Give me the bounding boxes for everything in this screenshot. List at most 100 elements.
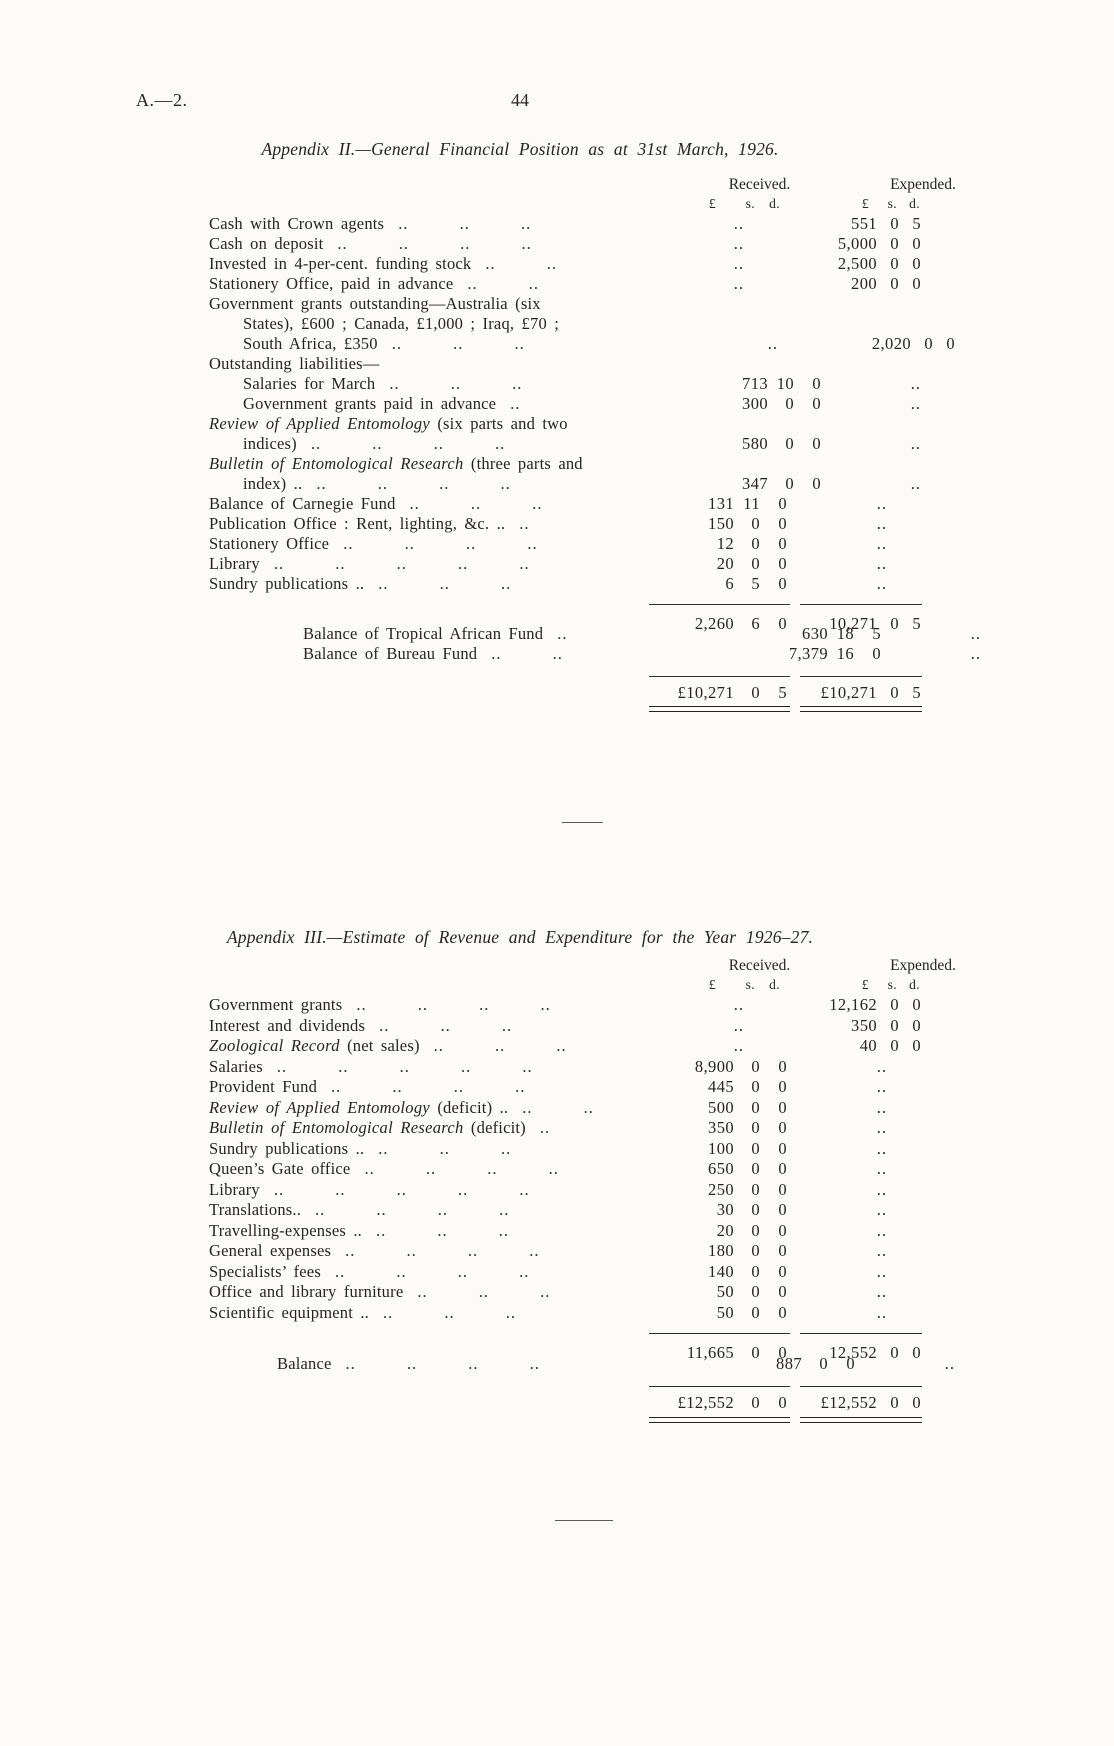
pounds-value: 12,552: [829, 1343, 877, 1362]
expended-column-header: Expended.: [890, 176, 956, 193]
row-label: Government grants paid in advance..: [243, 394, 521, 413]
pounds-value: ..: [800, 1241, 886, 1261]
pence-value: [762, 234, 790, 254]
shillings-value: 0: [751, 1138, 760, 1158]
received-column-header: Received.: [728, 957, 791, 974]
pence-value: 5: [778, 683, 787, 702]
received-amount: 8,900 0 0: [649, 1057, 790, 1077]
leader-dots: .. .. .. ..: [316, 474, 511, 493]
pence-value: 0: [778, 534, 787, 553]
empty-amount-dots: ..: [733, 274, 744, 293]
leader-dots: ..: [519, 514, 530, 533]
empty-amount-dots: ..: [876, 1179, 887, 1199]
empty-amount-dots: ..: [944, 1353, 955, 1373]
pounds-value: 8,900: [694, 1056, 734, 1076]
pence-value: 5: [872, 624, 881, 643]
received-amount: £10,271 0 5: [649, 676, 790, 703]
pounds-value: ..: [800, 1077, 886, 1097]
leader-dots: .. .. .. ..: [364, 1159, 559, 1178]
leader-dots: ..: [510, 394, 521, 413]
row-label: Balance of Tropical African Fund..: [303, 624, 568, 643]
received-amount: 350 0 0: [649, 1118, 790, 1138]
expended-amount: ..: [800, 1139, 922, 1159]
pounds-value: ..: [834, 474, 920, 494]
shillings-value: 0: [751, 683, 760, 702]
received-amount: 50 0 0: [649, 1282, 790, 1302]
expended-amount: ..: [894, 624, 1016, 644]
received-amount: ..: [649, 254, 790, 274]
pounds-value: ..: [800, 554, 886, 574]
pence-value: [900, 1180, 922, 1200]
pence-value: [900, 574, 922, 594]
empty-amount-dots: ..: [733, 1015, 744, 1035]
empty-amount-dots: ..: [876, 1282, 887, 1301]
leader-dots: .. .. ..: [391, 334, 525, 353]
empty-amount-dots: ..: [876, 1261, 887, 1281]
pounds-value: £12,552: [677, 1393, 734, 1412]
pence-value: 0: [778, 514, 787, 533]
pounds-value: ..: [800, 1159, 886, 1179]
pence-value: 0: [778, 1179, 787, 1199]
pence-value: [762, 274, 790, 294]
pence-value: 0: [912, 274, 921, 293]
shillings-value: 0: [751, 1159, 760, 1178]
subtotal-row: 11,665 0 0 12,552 0 0: [209, 1333, 922, 1362]
leader-dots: .. .. ..: [378, 574, 512, 593]
pounds-value: ..: [800, 514, 886, 534]
leader-dots: .. .. ..: [417, 1282, 551, 1301]
empty-amount-dots: ..: [876, 554, 887, 573]
pence-value: 0: [778, 1200, 787, 1219]
expended-amount: ..: [834, 434, 956, 454]
row-label: Sundry publications .... .. ..: [209, 1138, 512, 1158]
pounds-value: ..: [649, 254, 743, 274]
pence-value: [900, 1057, 922, 1077]
received-amount: 11,665 0 0: [649, 1333, 790, 1363]
shillings-value: 0: [890, 234, 899, 253]
pence-value: 0: [912, 1036, 921, 1055]
leader-dots: .. .. ..: [378, 1138, 512, 1158]
pounds-value: 20: [716, 1220, 734, 1240]
pence-value: [900, 1303, 922, 1323]
shillings-value: 0: [890, 995, 899, 1014]
shillings-value: 0: [890, 254, 899, 273]
pence-value: [762, 214, 790, 234]
row-label: Salaries.. .. .. .. ..: [209, 1056, 533, 1076]
received-amount: 630 18 5: [743, 624, 884, 644]
shillings-value: 0: [890, 614, 899, 633]
table-row: Invested in 4-per-cent. funding stock.. …: [209, 254, 922, 274]
pounds-value: 12,162: [829, 995, 877, 1014]
pounds-value: 713: [742, 374, 768, 393]
received-amount: 500 0 0: [649, 1098, 790, 1118]
table-row: Cash on deposit.. .. .. .... 5,000 0 0: [209, 234, 922, 254]
received-double-rule: [649, 1416, 790, 1423]
subtotal-row: 2,260 6 0 10,271 0 5: [209, 604, 922, 633]
expended-amount: 2,020 0 0: [834, 334, 956, 354]
pounds-value: 2,260: [694, 614, 734, 633]
received-amount: ..: [649, 995, 790, 1015]
shillings-value: 0: [751, 534, 760, 553]
column-headers: Received. Expended.: [209, 957, 956, 977]
pounds-value: 630: [802, 624, 828, 643]
shillings-value: 0: [785, 474, 794, 493]
pounds-value: ..: [800, 1057, 886, 1077]
pounds-value: ..: [834, 374, 920, 394]
received-amount: 2,260 6 0: [649, 604, 790, 634]
row-label: Office and library furniture.. .. ..: [209, 1282, 551, 1301]
pence-value: 0: [912, 1015, 921, 1035]
shillings-value: 0: [890, 1036, 899, 1055]
pounds-value: ..: [649, 274, 743, 294]
pence-value: [900, 1098, 922, 1118]
row-label: Translations.... .. .. ..: [209, 1200, 510, 1219]
leader-dots: .. .. ..: [409, 494, 543, 513]
received-amount: 20 0 0: [649, 1221, 790, 1241]
leader-dots: .. .. .. .. ..: [276, 1056, 533, 1076]
pounds-value: 12: [716, 534, 734, 553]
received-amount: 150 0 0: [649, 514, 790, 534]
row-label: Library.. .. .. .. ..: [209, 1179, 530, 1199]
balance-row: Balance of Bureau Fund.. .. 7,379 16 0..: [209, 644, 980, 664]
row-label: Balance of Bureau Fund.. ..: [303, 644, 563, 663]
leader-dots: .. .. ..: [375, 1220, 509, 1240]
expended-amount: ..: [800, 494, 922, 514]
table-row: Government grants paid in advance.. 300 0 0…: [209, 394, 922, 414]
empty-amount-dots: ..: [876, 1302, 887, 1322]
